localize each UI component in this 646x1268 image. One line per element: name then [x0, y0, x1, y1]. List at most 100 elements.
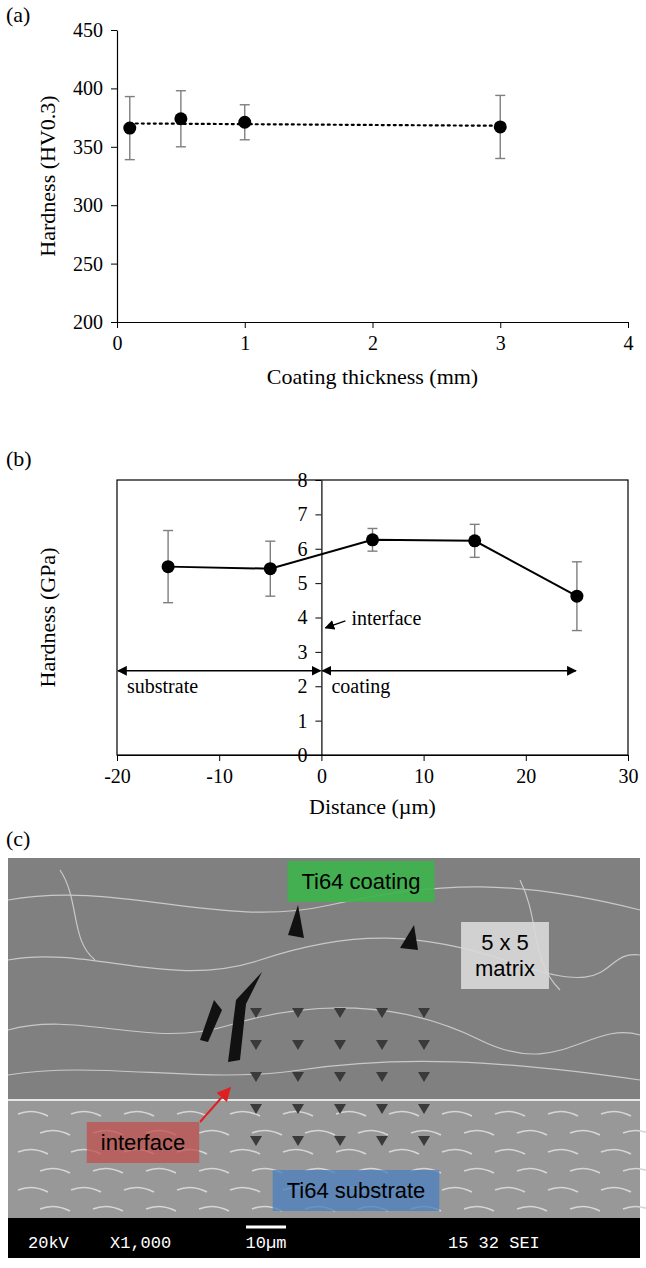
series-line — [130, 123, 500, 125]
tick: 0 — [317, 755, 327, 787]
tick-label: 3 — [496, 332, 506, 354]
image-label-text: interface — [101, 1130, 185, 1155]
chart: -20-100102030012345678Distance (µm)Hardn… — [35, 469, 638, 819]
lamella — [18, 1149, 48, 1154]
tick-label: 0 — [113, 332, 123, 354]
image-label-box — [461, 922, 549, 989]
figure: (a)(b)(c)01234200250300350400450Coating … — [0, 0, 646, 1268]
error-bar-cap — [470, 557, 480, 558]
tick-label: 450 — [73, 19, 103, 41]
y-axis-title: Hardness (GPa) — [35, 548, 60, 688]
indent — [250, 1072, 262, 1082]
tick: 10 — [414, 755, 434, 787]
lamella — [146, 1206, 176, 1211]
lamella — [517, 1168, 547, 1173]
tick-label: 7 — [297, 503, 307, 525]
indent — [292, 1008, 304, 1018]
tick-mark — [315, 549, 321, 550]
x-axis-line — [118, 755, 629, 756]
lamella — [199, 1206, 229, 1211]
indent — [250, 1136, 262, 1146]
tick-mark — [111, 264, 117, 265]
error-bar-cap — [240, 139, 250, 140]
tick: 6 — [297, 538, 321, 560]
lamella — [623, 1130, 646, 1135]
data-point — [264, 562, 277, 575]
lamella — [124, 1187, 154, 1192]
tick-label: 1 — [240, 332, 250, 354]
lamella — [601, 1111, 631, 1116]
lamella — [336, 1149, 366, 1154]
tick-mark — [628, 322, 629, 328]
tick-mark — [315, 480, 321, 481]
error-bar-cap — [470, 524, 480, 525]
error-bars — [163, 524, 582, 630]
y-axis-line — [321, 481, 322, 756]
lamella — [40, 1206, 70, 1211]
tick-label: 300 — [73, 194, 103, 216]
tick-mark — [111, 88, 117, 89]
tick: 400 — [73, 77, 117, 99]
tick-label: 1 — [297, 710, 307, 732]
interface-pointer — [200, 1088, 230, 1122]
tick-label: 4 — [297, 606, 307, 628]
tick: 450 — [73, 19, 117, 41]
lamella — [230, 1187, 260, 1192]
tick-mark — [315, 618, 321, 619]
lamella — [199, 1168, 229, 1173]
tick: 250 — [73, 253, 117, 275]
tick: 350 — [73, 136, 117, 158]
tick-label: 3 — [297, 641, 307, 663]
indent — [376, 1040, 388, 1050]
error-bar-cap — [176, 90, 186, 91]
splat-boundary — [60, 870, 95, 960]
indent — [250, 1104, 262, 1114]
crack — [288, 905, 304, 938]
lamella — [18, 1187, 48, 1192]
lamella — [199, 1130, 229, 1135]
lamella — [570, 1206, 600, 1211]
data-point — [570, 590, 583, 603]
tick-mark — [117, 755, 118, 761]
tick-label: 2 — [297, 675, 307, 697]
lamella — [442, 1149, 472, 1154]
indent — [292, 1136, 304, 1146]
tick-mark — [628, 755, 629, 761]
tick: 300 — [73, 194, 117, 216]
lamella — [495, 1149, 525, 1154]
plot-marks — [123, 91, 506, 160]
annotation-arrow — [325, 621, 345, 628]
lamella — [601, 1149, 631, 1154]
y-axis: 200250300350400450 — [73, 19, 118, 333]
error-bar-cap — [265, 540, 275, 541]
info-text: X1,000 — [110, 1234, 171, 1253]
indent — [292, 1040, 304, 1050]
tick-label: 20 — [516, 765, 536, 787]
data-point — [174, 112, 187, 125]
lamella — [623, 1206, 646, 1211]
tick-label: 8 — [297, 469, 307, 491]
tick-mark — [424, 755, 425, 761]
lamella — [71, 1187, 101, 1192]
tick-label: 0 — [317, 765, 327, 787]
crack — [200, 1000, 222, 1042]
lamella — [570, 1168, 600, 1173]
tick-mark — [315, 583, 321, 584]
lamella — [517, 1130, 547, 1135]
panel-label: (b) — [6, 446, 32, 471]
error-bar-cap — [265, 595, 275, 596]
tick: 4 — [297, 606, 321, 628]
tick-label: 2 — [368, 332, 378, 354]
coating-region — [8, 858, 640, 1100]
image-label: 5 x 5matrix — [461, 922, 549, 989]
indent — [418, 1136, 430, 1146]
info-text: 10µm — [246, 1234, 287, 1253]
tick-mark — [500, 322, 501, 328]
indent — [334, 1040, 346, 1050]
data-point — [238, 116, 251, 129]
lamella — [389, 1149, 419, 1154]
tick: 0 — [113, 322, 123, 354]
tick-label: 4 — [624, 332, 634, 354]
markers — [162, 533, 584, 602]
tick-mark — [111, 322, 117, 323]
